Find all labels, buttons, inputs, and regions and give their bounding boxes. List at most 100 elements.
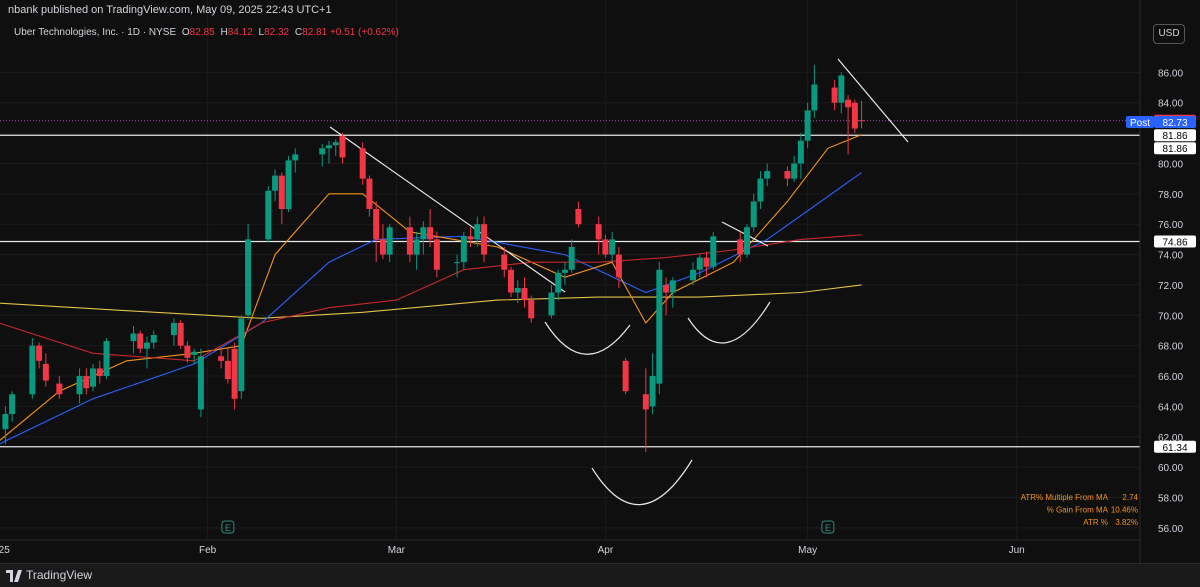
candle-body bbox=[797, 140, 804, 164]
price-label-box bbox=[1154, 116, 1196, 129]
grid bbox=[0, 0, 1140, 540]
candle-body bbox=[386, 227, 393, 255]
candle-body bbox=[36, 345, 43, 361]
ohlc-key: C bbox=[294, 27, 303, 38]
candle-body bbox=[170, 322, 177, 336]
candle-body bbox=[2, 413, 9, 430]
candle-body bbox=[575, 209, 582, 225]
price-label: 82.73 bbox=[1162, 118, 1187, 129]
candle-body bbox=[130, 333, 137, 342]
candle-body bbox=[474, 224, 481, 240]
moving-average bbox=[0, 234, 862, 362]
candle-body bbox=[83, 376, 90, 389]
candle-body bbox=[508, 269, 515, 293]
candle-body bbox=[379, 239, 386, 255]
candle-body bbox=[710, 236, 717, 267]
candle-body bbox=[191, 351, 198, 355]
candle-body bbox=[669, 280, 676, 293]
candle-body bbox=[845, 99, 852, 108]
earnings-label: E bbox=[825, 523, 831, 533]
candle-body bbox=[757, 178, 764, 202]
brand: TradingView bbox=[26, 568, 93, 582]
candle-body bbox=[548, 292, 555, 316]
candle-body bbox=[454, 262, 461, 264]
logo bbox=[6, 570, 22, 582]
candle-body bbox=[615, 254, 622, 278]
candle-body bbox=[602, 239, 609, 255]
candle-body bbox=[413, 239, 420, 255]
candle-body bbox=[838, 75, 845, 103]
footer: TradingView bbox=[0, 563, 1200, 587]
candle-body bbox=[278, 175, 285, 210]
candle-body bbox=[359, 148, 366, 179]
candle-body bbox=[42, 363, 49, 381]
post-tag: Post bbox=[1130, 118, 1150, 129]
candle-body bbox=[177, 322, 184, 346]
candle-body bbox=[56, 383, 63, 395]
candle-body bbox=[406, 227, 413, 255]
candle-body bbox=[265, 190, 272, 240]
moving-average bbox=[0, 134, 862, 441]
currency-button[interactable]: USD bbox=[1153, 24, 1185, 44]
candle-body bbox=[137, 333, 144, 349]
candle-body bbox=[609, 239, 616, 255]
candle-body bbox=[231, 348, 238, 399]
y-tick-label: 68.00 bbox=[1158, 342, 1183, 353]
y-tick-label: 80.00 bbox=[1158, 159, 1183, 170]
y-tick-label: 74.00 bbox=[1158, 251, 1183, 262]
candle-body bbox=[703, 257, 710, 267]
y-tick-label: 64.00 bbox=[1158, 402, 1183, 413]
table-label: ATR% Multiple From MA bbox=[1021, 493, 1109, 502]
trend-line bbox=[837, 58, 909, 143]
candle-body bbox=[76, 376, 83, 395]
candle-body bbox=[804, 110, 811, 141]
candle-body bbox=[750, 201, 757, 228]
candle-body bbox=[292, 154, 299, 161]
candle-body bbox=[150, 335, 157, 343]
shoulder-curve bbox=[544, 321, 631, 355]
candle-body bbox=[561, 269, 568, 273]
price-axis bbox=[1140, 0, 1200, 563]
x-tick-label: 2025 bbox=[0, 545, 10, 556]
candle-body bbox=[197, 356, 204, 410]
y-tick-label: 66.00 bbox=[1158, 372, 1183, 383]
candle-body bbox=[272, 175, 279, 191]
price-label: 74.86 bbox=[1162, 238, 1187, 249]
candle-body bbox=[245, 239, 252, 316]
candle-body bbox=[238, 318, 245, 392]
ohlc-value: 82.85 bbox=[189, 27, 215, 38]
candle-body bbox=[184, 345, 191, 358]
y-tick-label: 76.00 bbox=[1158, 220, 1183, 231]
earnings-icon bbox=[221, 520, 235, 534]
candle-body bbox=[514, 287, 521, 293]
x-tick-label: Jun bbox=[1009, 545, 1025, 556]
y-tick-label: 86.00 bbox=[1158, 68, 1183, 79]
candle-body bbox=[791, 163, 798, 179]
symbol-info: Uber Technologies, Inc. · 1D · NYSE O82.… bbox=[14, 27, 399, 38]
ohlc-key: H bbox=[220, 27, 228, 38]
candle-body bbox=[420, 227, 427, 240]
candle-body bbox=[656, 269, 663, 384]
candle-body bbox=[143, 342, 150, 349]
candle-body bbox=[743, 227, 750, 255]
ohlc-key: O bbox=[181, 27, 190, 38]
candle-body bbox=[90, 368, 97, 387]
post-tag-box bbox=[1126, 116, 1154, 129]
shoulder-curve bbox=[687, 301, 771, 344]
candle-body bbox=[696, 257, 703, 270]
ohlc-value: 84.12 bbox=[227, 27, 253, 38]
y-tick-label: 62.00 bbox=[1158, 433, 1183, 444]
table-value: 10.46% bbox=[1111, 506, 1138, 515]
x-tick-label: Apr bbox=[598, 545, 614, 556]
candle-body bbox=[663, 284, 670, 293]
trend-line bbox=[329, 126, 566, 293]
ohlc-key: L bbox=[258, 27, 265, 38]
candle-body bbox=[103, 341, 110, 377]
y-tick-label: 72.00 bbox=[1158, 281, 1183, 292]
candle-body bbox=[568, 246, 575, 270]
candle-body bbox=[501, 254, 508, 270]
ohlc-value: 82.81 bbox=[302, 27, 328, 38]
candle-body bbox=[460, 236, 467, 263]
y-tick-label: 84.00 bbox=[1158, 99, 1183, 110]
